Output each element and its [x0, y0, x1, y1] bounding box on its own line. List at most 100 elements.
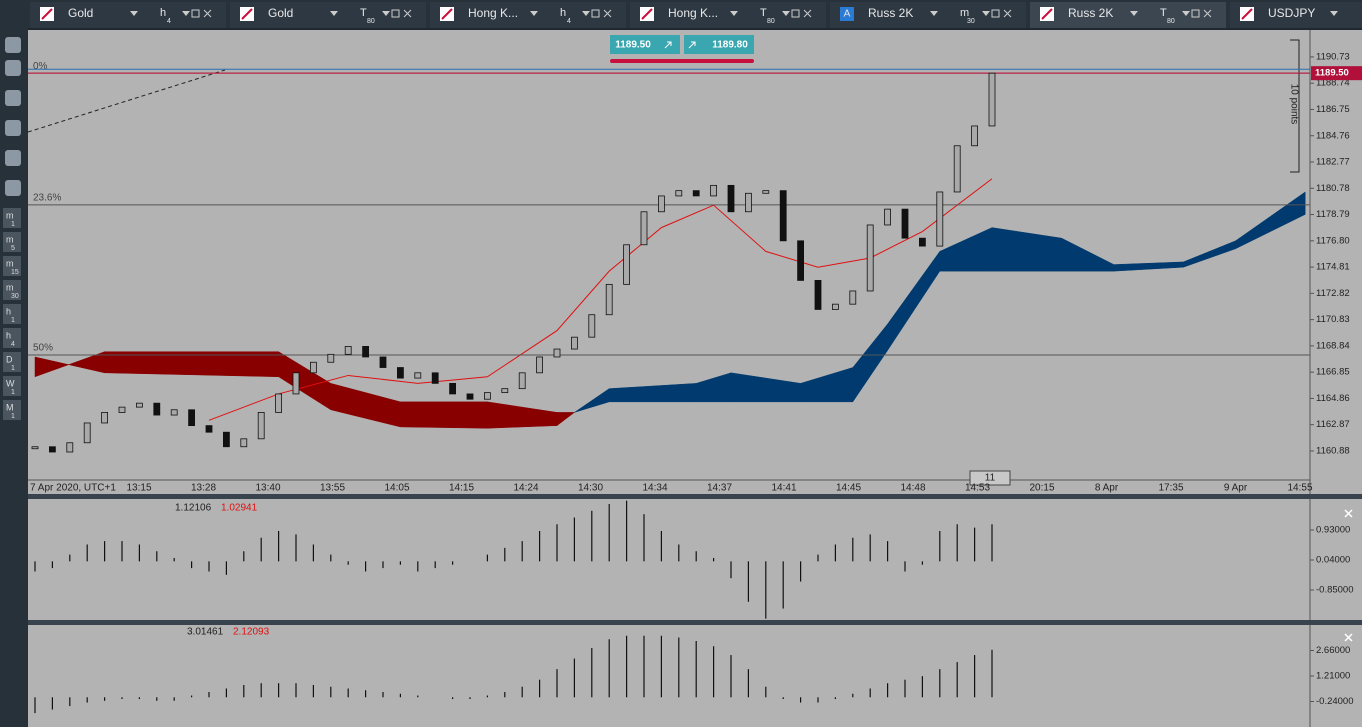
candle-body [640, 211, 648, 246]
timeframe-button[interactable] [3, 256, 21, 276]
x-tick-label: 14:53 [965, 483, 990, 494]
period-n: 4 [567, 18, 571, 25]
timeframe-button[interactable] [3, 232, 21, 252]
timeframe-button[interactable] [3, 328, 21, 348]
panel-close[interactable] [1344, 509, 1353, 642]
y-tick-label: 0.93000 [1316, 525, 1350, 536]
dropdown [1182, 11, 1190, 16]
candle-body [396, 367, 404, 379]
symbol-slash [1241, 8, 1253, 20]
bid-price[interactable]: 1189.50 [615, 40, 651, 51]
x-tick-label: 13:28 [191, 483, 216, 494]
tab[interactable]: USDJPY [1230, 2, 1362, 28]
tab[interactable]: Hong K... T80 [630, 2, 826, 28]
candle-body [101, 412, 108, 424]
close-icon [1003, 9, 1012, 18]
candle-body [884, 208, 891, 226]
timeframe-unit: m [6, 282, 14, 292]
tool-icon[interactable] [5, 90, 21, 106]
buy-button[interactable] [684, 35, 754, 54]
period-unit: h [160, 7, 166, 19]
candle-body [431, 372, 439, 384]
tool-icon[interactable] [5, 60, 21, 76]
candle-body [501, 388, 509, 394]
candle-body [762, 190, 770, 194]
timeframe-unit: h [6, 306, 11, 316]
dropdown [582, 11, 590, 16]
tab[interactable]: Russ 2K T80 [1030, 2, 1226, 28]
tab[interactable]: Hong K... h4 [430, 2, 626, 28]
x-tick-label: 8 Apr [1095, 483, 1119, 494]
dropdown [1130, 11, 1138, 16]
timeframe-button[interactable] [3, 304, 21, 324]
fib-label: 0% [33, 61, 48, 72]
timeframe-unit: h [6, 330, 11, 340]
candle-body [240, 438, 248, 448]
candle-body [919, 237, 926, 247]
candle-body [483, 392, 491, 400]
period-n: 30 [967, 18, 975, 25]
symbol-slash [441, 8, 453, 20]
tab-title: Russ 2K [1068, 6, 1113, 20]
period-n: 80 [367, 18, 375, 25]
timeframe-n: 1 [11, 413, 15, 420]
candle-body [588, 314, 596, 338]
tab-title: Gold [68, 6, 93, 20]
tool-icon[interactable] [5, 180, 21, 196]
timeframe-unit: m [6, 210, 14, 220]
timeframe-n: 1 [11, 389, 15, 396]
symbol-slash [241, 8, 253, 20]
cloud-segment [400, 401, 488, 429]
detach-icon [391, 9, 400, 18]
fib-label: 50% [33, 343, 53, 354]
x-tick-label: 14:37 [707, 483, 732, 494]
y-tick-label: 1176.80 [1316, 235, 1350, 246]
close-icon [403, 9, 412, 18]
ask-price[interactable]: 1189.80 [712, 40, 748, 51]
cloud-segment [556, 412, 576, 427]
badge-bg [840, 7, 854, 21]
timeframe-button[interactable] [3, 376, 21, 396]
candle-body [327, 353, 335, 363]
candle-body [971, 125, 978, 147]
candle-body [779, 190, 787, 242]
x-tick-label: 14:05 [384, 483, 409, 494]
tab[interactable]: Gold h4 [30, 2, 226, 28]
dropdown [530, 11, 538, 16]
candle-body [66, 442, 74, 453]
badge: A [844, 9, 851, 20]
candle-body [466, 393, 474, 400]
tab[interactable]: Gold T80 [230, 2, 426, 28]
x-tick-label: 14:45 [836, 483, 861, 494]
y-tick-label: 2.66000 [1316, 645, 1350, 656]
trade-arrow [664, 41, 696, 49]
detach-icon [191, 9, 200, 18]
timeframe-button[interactable] [3, 352, 21, 372]
period-unit: T [360, 7, 367, 19]
timeframe-button[interactable] [3, 400, 21, 420]
x-tick-label: 14:41 [771, 483, 796, 494]
y-tick-label: 1166.85 [1316, 367, 1350, 378]
timeframe-n: 4 [11, 341, 15, 348]
y-tick-label: -0.24000 [1316, 696, 1354, 707]
tool-icon[interactable] [5, 150, 21, 166]
y-tick-label: 1188.74 [1316, 78, 1350, 89]
timeframe-button[interactable] [3, 280, 21, 300]
y-tick-label: 1168.84 [1316, 340, 1350, 351]
y-tick-label: 1174.81 [1316, 262, 1350, 273]
tool-icon[interactable] [5, 37, 21, 53]
tab[interactable]: A Russ 2K m30 [830, 2, 1026, 28]
candle-body [31, 446, 39, 450]
tool-icon[interactable] [5, 120, 21, 136]
timeframe-button[interactable] [3, 208, 21, 228]
detach-icon [791, 9, 800, 18]
sell-button[interactable] [610, 35, 680, 54]
tab-bg [630, 2, 826, 28]
x-tick-label: 17:35 [1158, 483, 1183, 494]
candle-body [710, 184, 717, 197]
candle-body [571, 336, 578, 350]
close-icon [803, 9, 812, 18]
x-tick-label: 13:40 [255, 483, 280, 494]
dropdown [382, 11, 390, 16]
